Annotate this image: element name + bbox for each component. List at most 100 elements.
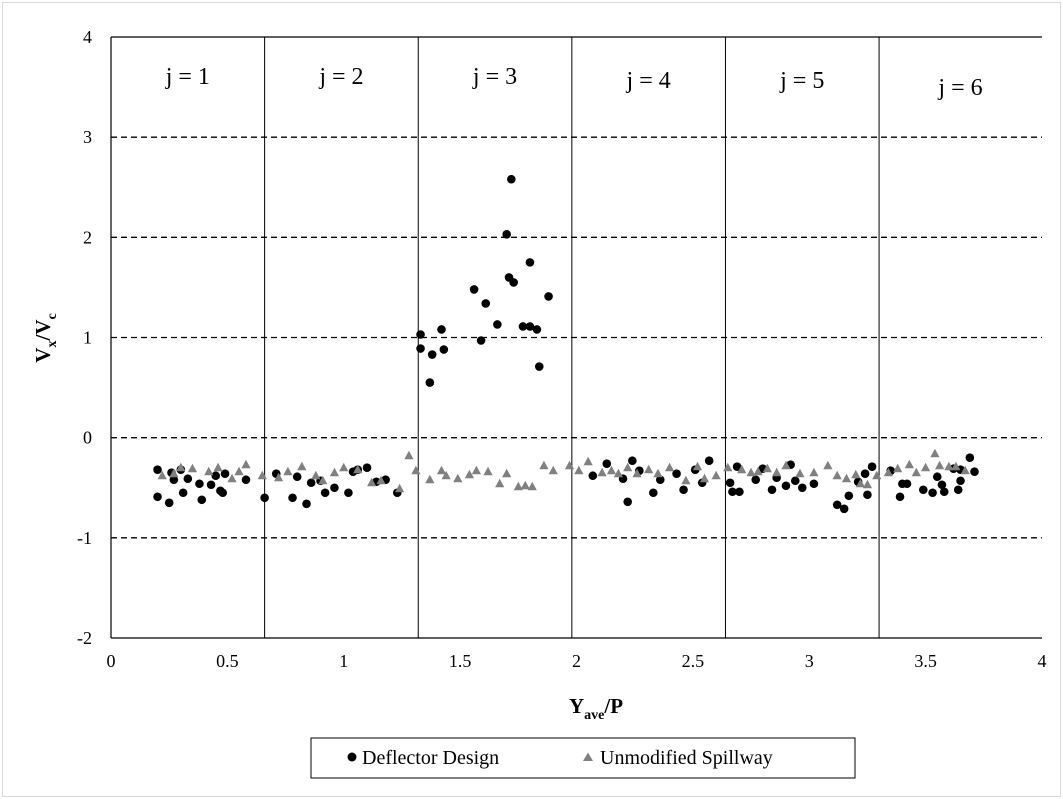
unmodified-point [583, 456, 593, 466]
deflector-point [153, 492, 162, 502]
deflector-point [292, 472, 302, 482]
x-tick-label: 2 [572, 651, 581, 671]
legend-box [310, 737, 856, 779]
unmodified-point [823, 460, 833, 470]
deflector-point [628, 456, 637, 466]
deflector-point [832, 500, 842, 510]
deflector-point [781, 481, 791, 491]
unmodified-point [699, 473, 710, 483]
unmodified-point [883, 467, 893, 477]
deflector-point [425, 378, 435, 387]
unmodified-point [283, 466, 293, 476]
deflector-point [860, 469, 870, 479]
deflector-point [728, 487, 737, 497]
deflector-point [330, 483, 339, 493]
deflector-point [241, 475, 251, 485]
unmodified-point [921, 462, 931, 472]
y-tick-label: -2 [77, 628, 92, 648]
unmodified-point [241, 459, 251, 469]
unmodified-point [795, 468, 805, 478]
unmodified-point [681, 475, 691, 485]
x-tick-label: 1 [339, 651, 348, 671]
unmodified-point [495, 478, 505, 488]
unmodified-point [665, 462, 675, 472]
unmodified-point [737, 464, 747, 474]
unmodified-point [930, 448, 940, 458]
region-label: j = 3 [472, 64, 517, 90]
unmodified-point [169, 468, 179, 478]
legend-label-unmodified: Unmodified Spillway [600, 747, 773, 769]
deflector-point [895, 492, 905, 502]
legend-marker-deflector [347, 752, 357, 762]
unmodified-point [746, 467, 756, 477]
unmodified-point [257, 470, 267, 480]
deflector-point [206, 480, 216, 490]
unmodified-point [367, 477, 377, 487]
deflector-point [220, 469, 230, 479]
unmodified-point [893, 463, 903, 473]
deflector-point [939, 487, 949, 497]
deflector-point [306, 478, 316, 488]
x-tick-label: 0.5 [216, 651, 239, 671]
x-tick-label: 0 [107, 651, 116, 671]
x-tick-label: 1.5 [449, 651, 472, 671]
legend-label-deflector: Deflector Design [362, 747, 499, 769]
deflector-point [197, 495, 207, 505]
unmodified-point [944, 461, 954, 471]
deflector-point [218, 488, 228, 498]
unmodified-point [644, 464, 654, 474]
deflector-point [437, 325, 446, 334]
deflector-point [302, 499, 311, 509]
deflector-point [970, 467, 979, 477]
unmodified-point [762, 463, 772, 473]
unmodified-point [353, 464, 363, 474]
unmodified-point [623, 462, 633, 472]
deflector-point [518, 322, 528, 331]
x-tick-label: 4 [1038, 651, 1047, 671]
deflector-point [532, 325, 542, 334]
y-axis-title: Vx/Vc [31, 313, 60, 362]
deflector-point [751, 475, 761, 485]
unmodified-point [841, 473, 852, 483]
unmodified-point [832, 470, 842, 480]
unmodified-point [911, 467, 921, 477]
deflector-point [288, 493, 297, 503]
deflector-point [623, 497, 633, 507]
unmodified-point [597, 467, 607, 477]
unmodified-point [204, 466, 214, 476]
unmodified-point [809, 467, 819, 477]
deflector-point [953, 485, 963, 495]
series-unmodified-spillway [157, 448, 970, 493]
legend: Deflector Design Unmodified Spillway [310, 737, 856, 779]
y-tick-label: 0 [83, 428, 92, 448]
deflector-point [956, 476, 965, 486]
unmodified-point [339, 462, 349, 472]
deflector-point [427, 350, 437, 359]
unmodified-point [395, 483, 405, 493]
deflector-point [867, 462, 877, 472]
deflector-point [362, 463, 372, 473]
unmodified-point [441, 470, 451, 480]
deflector-point [178, 488, 188, 498]
unmodified-point [872, 470, 882, 480]
unmodified-point [564, 460, 575, 470]
unmodified-point [176, 462, 186, 472]
unmodified-point [273, 472, 284, 482]
deflector-point [195, 479, 204, 489]
region-labels: j = 1 j = 2 j = 3 j = 4 j = 5 j = 6 [165, 64, 983, 101]
deflector-point [588, 471, 598, 481]
unmodified-point [781, 460, 791, 470]
x-tick-label: 3.5 [914, 651, 937, 671]
deflector-point [937, 480, 947, 490]
y-tick-label: 1 [83, 328, 92, 348]
deflector-point [732, 462, 742, 472]
deflector-point [735, 487, 744, 497]
deflector-point [790, 476, 800, 486]
unmodified-point [311, 470, 321, 480]
deflector-point [655, 475, 665, 485]
unmodified-point [376, 475, 386, 485]
legend-marker-unmodified [583, 752, 593, 761]
unmodified-point [539, 460, 549, 470]
deflector-point [928, 488, 937, 498]
